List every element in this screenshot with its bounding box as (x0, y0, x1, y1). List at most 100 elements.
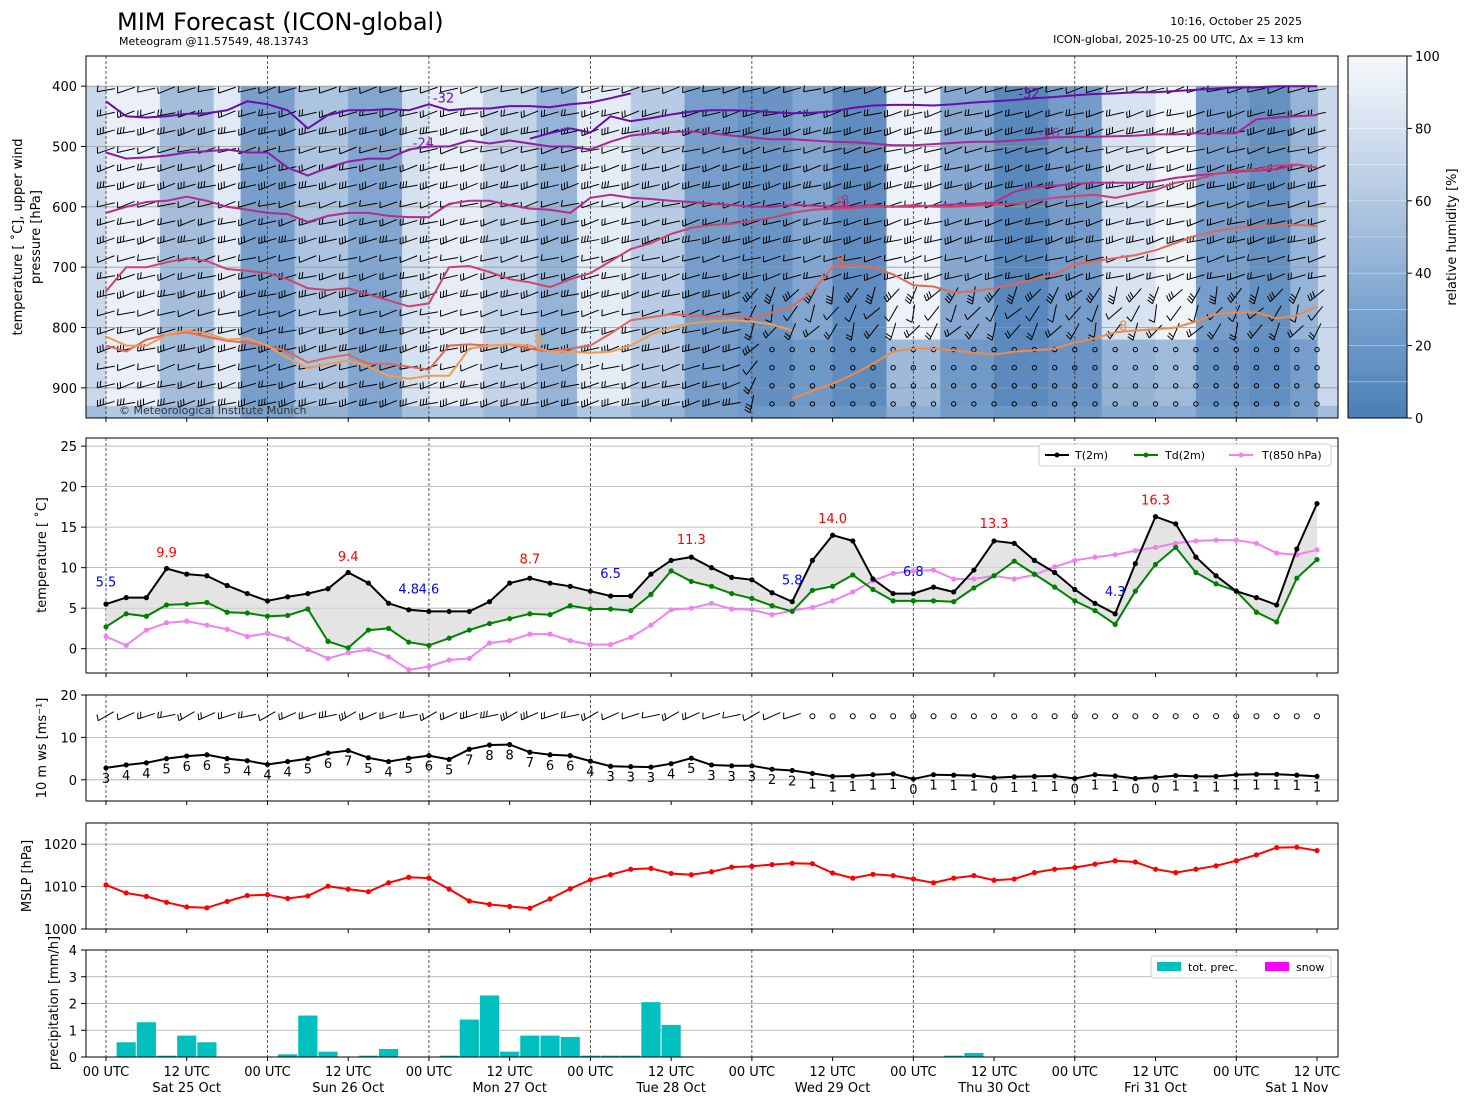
wind-barb-flag (1048, 163, 1051, 170)
wind-barb (984, 127, 1003, 137)
wind-barb-flag (419, 164, 422, 172)
wind-barb-shaft (1267, 147, 1286, 154)
wind-barb-shaft (1025, 165, 1044, 172)
wind-barb (137, 254, 156, 262)
wind-barb-flag (1228, 294, 1234, 301)
wind-barb-flag (203, 235, 205, 242)
wind-barb-shaft (420, 381, 438, 390)
wind-barb-flag (742, 182, 745, 189)
wind-barb-flag (947, 163, 950, 170)
wind-barb-flag (177, 145, 180, 153)
extreme-label: 14.0 (818, 512, 847, 527)
wind-barb (439, 163, 459, 171)
calm-wind-circle (1193, 401, 1199, 407)
wind-barb-flag (601, 328, 603, 335)
series-point (951, 576, 957, 582)
wind-barb-shaft (1025, 110, 1043, 119)
wind-barb (1287, 145, 1306, 153)
wind-barb-shaft (258, 86, 276, 95)
precip-bar (500, 1051, 520, 1057)
wind-barb-shaft (319, 256, 337, 263)
wind-barb-flag (419, 218, 422, 225)
wind-barb-flag (624, 110, 626, 117)
mslp-frame (85, 822, 1339, 930)
wind-speed-label: 2 (768, 773, 776, 788)
wind-speed-point (365, 755, 371, 761)
wind-barb-flag (601, 309, 603, 316)
wind-barb-flag (641, 219, 643, 226)
wind-barb (318, 146, 337, 154)
wind-barb-shaft (1126, 256, 1145, 263)
wind-barb-flag (825, 301, 832, 305)
wind-barb (137, 327, 155, 336)
wind-barb-shaft (218, 256, 236, 263)
extreme-label: 11.3 (677, 533, 706, 548)
wind-barb (1004, 324, 1021, 339)
wind-barb-flag (382, 272, 384, 279)
wind-speed-point (830, 773, 836, 780)
wind-barb-flag (1206, 219, 1209, 226)
wind-barb-flag (364, 126, 367, 134)
wind-barb (1186, 287, 1201, 304)
wind-barb-shaft (843, 166, 862, 171)
wind-barb (379, 181, 398, 190)
mslp-point (668, 870, 674, 877)
wind-barb-flag (944, 147, 946, 154)
wind-barb-flag (563, 711, 566, 718)
wind-barb-flag (321, 326, 324, 333)
wind-barb-flag (887, 291, 892, 298)
wind-barb-flag (903, 85, 906, 92)
wind-barb-shaft (742, 87, 761, 93)
mslp-point (385, 880, 392, 886)
wind-barb-shaft (561, 328, 580, 335)
wind-barb (561, 255, 579, 263)
wind-barb-flag (116, 146, 119, 153)
wind-barb-flag (586, 398, 589, 406)
wind-barb-flag (644, 236, 646, 244)
wind-barb (1005, 235, 1023, 245)
wind-barb-flag (604, 327, 606, 334)
wind-barb-shaft (137, 201, 156, 208)
series-point (930, 567, 937, 573)
series-point (1072, 586, 1078, 593)
wind-barb (742, 85, 761, 93)
wind-barb-shaft (561, 147, 580, 154)
wind-barb (278, 218, 297, 227)
wind-barb-flag (1147, 299, 1153, 305)
wind-barb-shaft (1268, 86, 1286, 95)
wind-barb (359, 86, 377, 95)
wind-barb (177, 127, 196, 137)
wind-barb-shaft (622, 291, 640, 300)
wind-barb-shaft (1193, 304, 1199, 323)
wind-barb (984, 272, 1003, 281)
wind-barb-flag (924, 146, 926, 153)
wind-speed-point (1152, 774, 1159, 780)
wind-barb-shaft (1070, 323, 1080, 340)
wind-barb-flag (1207, 147, 1209, 154)
wind-barb-flag (419, 292, 422, 299)
wind-barb-shaft (1167, 273, 1185, 282)
wind-barb-flag (1047, 296, 1053, 302)
wind-barb (782, 305, 798, 322)
wind-barb-flag (298, 346, 300, 354)
wind-barb (540, 146, 559, 155)
wind-barb-shaft (904, 275, 923, 280)
wind-barb-flag (1307, 128, 1310, 135)
wind-barb-shaft (1207, 202, 1225, 208)
wind-barb-flag (944, 110, 946, 117)
wind-barb-shaft (1167, 255, 1185, 263)
wind-barb-flag (1127, 294, 1132, 301)
wind-barb-flag (984, 86, 987, 93)
wind-barb-flag (261, 326, 263, 334)
wind-barb-shaft (924, 147, 943, 154)
wind-barb-flag (460, 218, 462, 225)
wind-barb (601, 289, 620, 298)
wind-barb-flag (607, 180, 610, 188)
series-point (305, 590, 311, 597)
calm-wind-circle (1294, 346, 1300, 353)
calm-wind-circle (869, 713, 876, 720)
wind-barb-flag (863, 333, 868, 339)
calm-wind-circle (769, 346, 775, 353)
wind-barb-flag (140, 181, 142, 189)
series-point (708, 565, 715, 571)
